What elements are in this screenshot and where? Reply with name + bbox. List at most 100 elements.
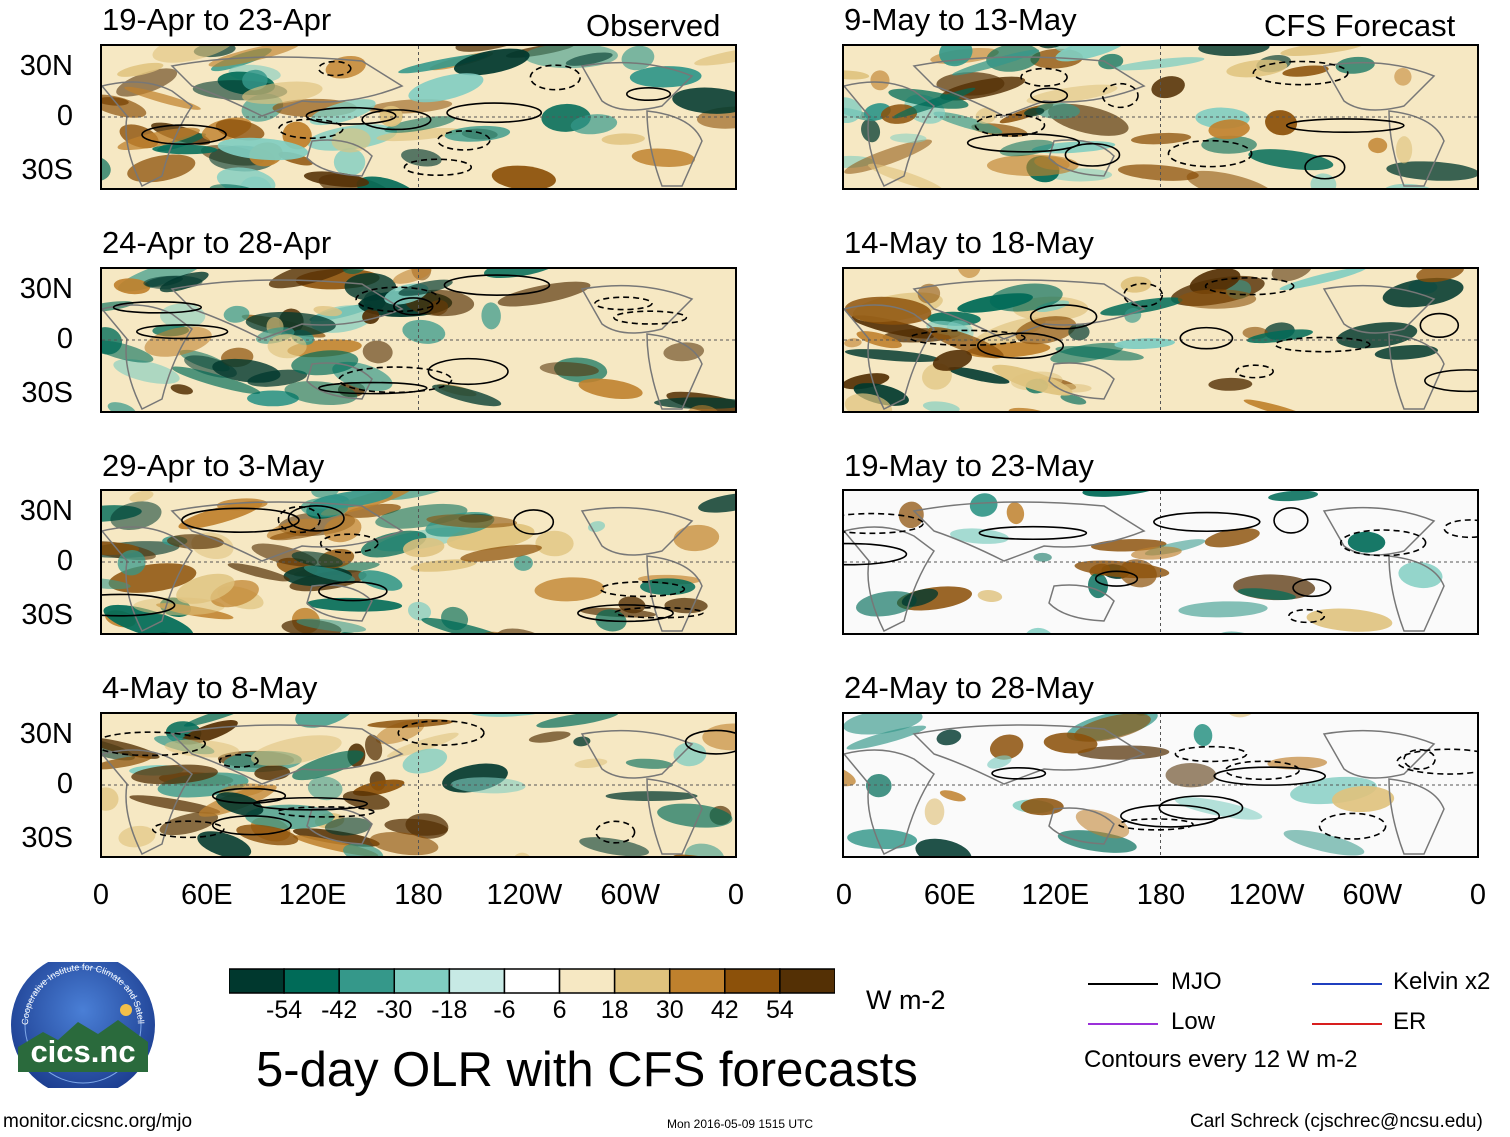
olr-anomaly-blob: [303, 565, 356, 582]
olr-anomaly-blob: [1077, 745, 1170, 760]
olr-anomaly-blob: [1074, 714, 1151, 742]
mjo-contour: [974, 113, 1046, 137]
olr-anomaly-blob: [360, 530, 427, 558]
colorbar-label: -18: [431, 996, 468, 1024]
olr-anomaly-blob: [242, 69, 268, 91]
coastline: [580, 61, 694, 111]
olr-anomaly-blob: [344, 272, 397, 301]
olr-anomaly-blob: [573, 736, 591, 747]
olr-anomaly-blob: [856, 331, 902, 349]
mjo-contour: [1403, 748, 1436, 770]
mjo-contour: [844, 512, 924, 535]
mjo-contour: [252, 796, 369, 811]
mjo-contour: [1123, 282, 1164, 308]
mjo-contour: [397, 720, 485, 746]
mjo-contour: [355, 286, 441, 313]
coastline: [844, 526, 936, 633]
mjo-contour: [978, 525, 1088, 541]
coastline: [580, 506, 694, 556]
mjo-contour: [1292, 578, 1332, 598]
legend-mjo-label: MJO: [1171, 968, 1222, 995]
footer-url[interactable]: monitor.cicsnc.org/mjo: [3, 1111, 193, 1132]
mjo-contour: [112, 300, 203, 314]
legend-kelvin-label: Kelvin x2: [1393, 968, 1491, 995]
mjo-contour: [427, 357, 509, 386]
olr-anomaly-blob: [481, 302, 501, 330]
olr-anomaly-blob: [343, 843, 384, 856]
olr-anomaly-blob: [102, 755, 152, 770]
olr-anomaly-blob: [1335, 56, 1375, 74]
map-panel-obs-4: [100, 712, 737, 858]
colorbar-swatch: [283, 968, 340, 994]
olr-anomaly-blob: [102, 787, 119, 811]
olr-anomaly-blob: [110, 501, 162, 531]
olr-anomaly-blob: [152, 46, 236, 63]
olr-anomaly-blob: [356, 176, 419, 188]
olr-anomaly-blob: [574, 758, 608, 769]
olr-anomaly-blob: [365, 734, 383, 761]
olr-anomaly-blob: [124, 86, 201, 110]
olr-anomaly-blob: [1130, 546, 1182, 560]
olr-anomaly-blob: [127, 154, 196, 183]
mjo-contour: [1179, 326, 1234, 350]
colorbar-label: 42: [710, 996, 739, 1024]
mjo-contour: [594, 296, 653, 311]
lat-label: 30N: [19, 273, 73, 305]
olr-anomaly-blob: [484, 269, 561, 279]
olr-anomaly-blob: [1382, 277, 1464, 308]
olr-anomaly-blob: [867, 163, 943, 188]
olr-anomaly-blob: [922, 401, 960, 411]
olr-anomaly-blob: [217, 137, 309, 161]
coastline: [1048, 807, 1115, 845]
olr-anomaly-blob: [426, 514, 518, 528]
olr-anomaly-blob: [215, 792, 264, 816]
colorbar: [228, 968, 836, 999]
legend-er-line: [1312, 1023, 1382, 1025]
lon-label: 120W: [486, 879, 563, 911]
colorbar-label: -30: [376, 996, 413, 1024]
olr-anomaly-blob: [102, 94, 147, 118]
map-panel-fc-1: [842, 44, 1479, 190]
olr-anomaly-blob: [1193, 724, 1213, 747]
olr-anomaly-blob: [870, 70, 890, 91]
olr-anomaly-blob: [1015, 316, 1077, 345]
olr-anomaly-blob: [1098, 53, 1124, 70]
olr-anomaly-blob: [1271, 269, 1313, 282]
olr-anomaly-blob: [673, 524, 720, 552]
olr-anomaly-blob: [844, 338, 862, 348]
olr-anomaly-blob: [384, 818, 448, 836]
colorbar-swatch: [668, 968, 726, 994]
colorbar-swatch: [558, 968, 616, 994]
colorbar-swatch: [724, 968, 781, 994]
olr-anomaly-blob: [1246, 329, 1313, 344]
mjo-contour: [1424, 369, 1477, 393]
olr-anomaly-blob: [844, 296, 932, 325]
olr-anomaly-blob: [117, 550, 146, 576]
lat-label: 30N: [19, 718, 73, 750]
olr-anomaly-blob: [1177, 289, 1257, 309]
olr-anomaly-blob: [989, 734, 1024, 760]
logo-text: cics.nc: [30, 1034, 136, 1069]
olr-anomaly-blob: [407, 601, 432, 621]
olr-anomaly-blob: [1283, 829, 1365, 856]
coastline: [1322, 61, 1436, 111]
olr-anomaly-blob: [1024, 107, 1045, 117]
olr-anomaly-blob: [306, 597, 403, 612]
mjo-contour: [595, 820, 636, 844]
olr-anomaly-blob: [672, 87, 735, 114]
coastline: [844, 81, 936, 188]
olr-anomaly-blob: [387, 732, 459, 758]
olr-anomaly-blob: [1053, 46, 1074, 52]
mjo-contour: [1252, 60, 1349, 86]
mjo-contour: [211, 787, 287, 804]
lon-label: 0: [727, 879, 745, 911]
coastline: [102, 81, 194, 188]
mjo-contour: [218, 753, 259, 768]
olr-anomaly-blob: [398, 279, 453, 296]
colorbar-label: 30: [655, 996, 684, 1024]
olr-anomaly-blob: [342, 790, 390, 810]
olr-anomaly-blob: [284, 381, 358, 406]
olr-anomaly-blob: [570, 114, 618, 135]
olr-anomaly-blob: [1282, 65, 1329, 77]
observed-header: Observed: [586, 8, 721, 43]
